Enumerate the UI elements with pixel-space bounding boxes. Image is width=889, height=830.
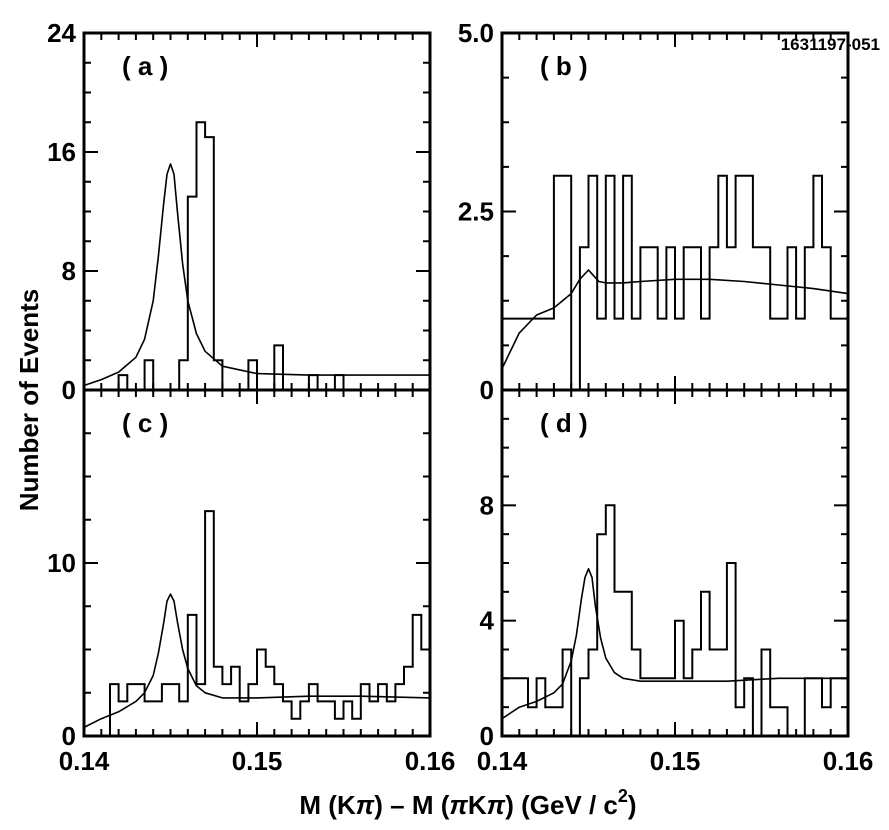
x-axis-title: M (Kπ) – M (πKπ) (GeV / c2) (299, 786, 636, 820)
x-axis-title-part2: ) – M ( (374, 790, 449, 820)
panel-d-histogram (502, 504, 848, 737)
x-axis-title-pi1: π (356, 790, 375, 820)
y-axis-title-text: Number of Events (14, 289, 44, 512)
panel-a: 0 8 16 24 ( a ) (47, 18, 432, 405)
x-axis-title-part5: ) (628, 790, 637, 820)
panel-b-ytick-label: 0 (480, 375, 494, 405)
panel-c-histogram (84, 510, 430, 737)
x-axis-title-part4: ) (GeV / c (505, 790, 618, 820)
panel-b-ytick-label: 2.5 (458, 197, 494, 227)
panel-a-histogram (84, 121, 430, 391)
panel-d-ytick-label: 4 (480, 606, 495, 636)
x-axis-title-part1: M (K (299, 790, 356, 820)
panel-b-ytick-label: 5.0 (458, 18, 494, 48)
panel-d-label: ( d ) (540, 408, 588, 438)
y-axis-title: Number of Events (14, 289, 44, 512)
panel-c: 0 10 0.14 0.15 0.16 ( c ) (47, 388, 456, 776)
x-axis-title-sup: 2 (618, 786, 628, 806)
panel-a-label: ( a ) (122, 51, 168, 81)
panel-b-histogram (502, 174, 848, 391)
panel-c-ytick-label: 0 (62, 721, 76, 751)
panel-d-ytick-label: 8 (480, 490, 494, 520)
panel-c-ytick-label: 10 (47, 548, 76, 578)
panels-group: 0 8 16 24 ( a ) 0 2.5 5.0 ( b ) 0 10 0.14 0.15 0.16 ( … (47, 18, 873, 776)
panel-d-xtick-label: 0.15 (650, 746, 701, 776)
x-axis-title-pi2: π (449, 790, 468, 820)
panel-d-frame (500, 388, 850, 738)
panel-c-label: ( c ) (122, 408, 168, 438)
panel-a-ytick-label: 16 (47, 137, 76, 167)
panel-b: 0 2.5 5.0 ( b ) (458, 18, 850, 405)
panel-d: 0 4 8 0.14 0.15 0.16 ( d ) (477, 388, 874, 776)
panel-a-frame (82, 31, 432, 392)
panel-d-fit-curve (501, 568, 848, 720)
figure-id: 1631197-051 (781, 35, 880, 54)
panel-a-ytick-label: 24 (47, 18, 76, 48)
panel-c-fit-curve (83, 593, 431, 729)
x-axis-title-pi3: π (487, 790, 506, 820)
panel-d-xtick-label: 0.14 (477, 746, 528, 776)
x-axis-title-part3: K (468, 790, 487, 820)
panel-c-xtick-label: 0.16 (405, 746, 456, 776)
panel-c-xtick-label: 0.15 (232, 746, 283, 776)
panel-d-xtick-label: 0.16 (823, 746, 874, 776)
panel-d-ytick-label: 0 (480, 721, 494, 751)
panel-b-fit-curve (501, 269, 849, 369)
panel-b-label: ( b ) (540, 51, 588, 81)
panel-c-xtick-label: 0.14 (59, 746, 110, 776)
panel-a-ytick-label: 0 (62, 375, 76, 405)
panel-a-fit-curve (83, 163, 430, 387)
panel-a-ytick-label: 8 (62, 256, 76, 286)
